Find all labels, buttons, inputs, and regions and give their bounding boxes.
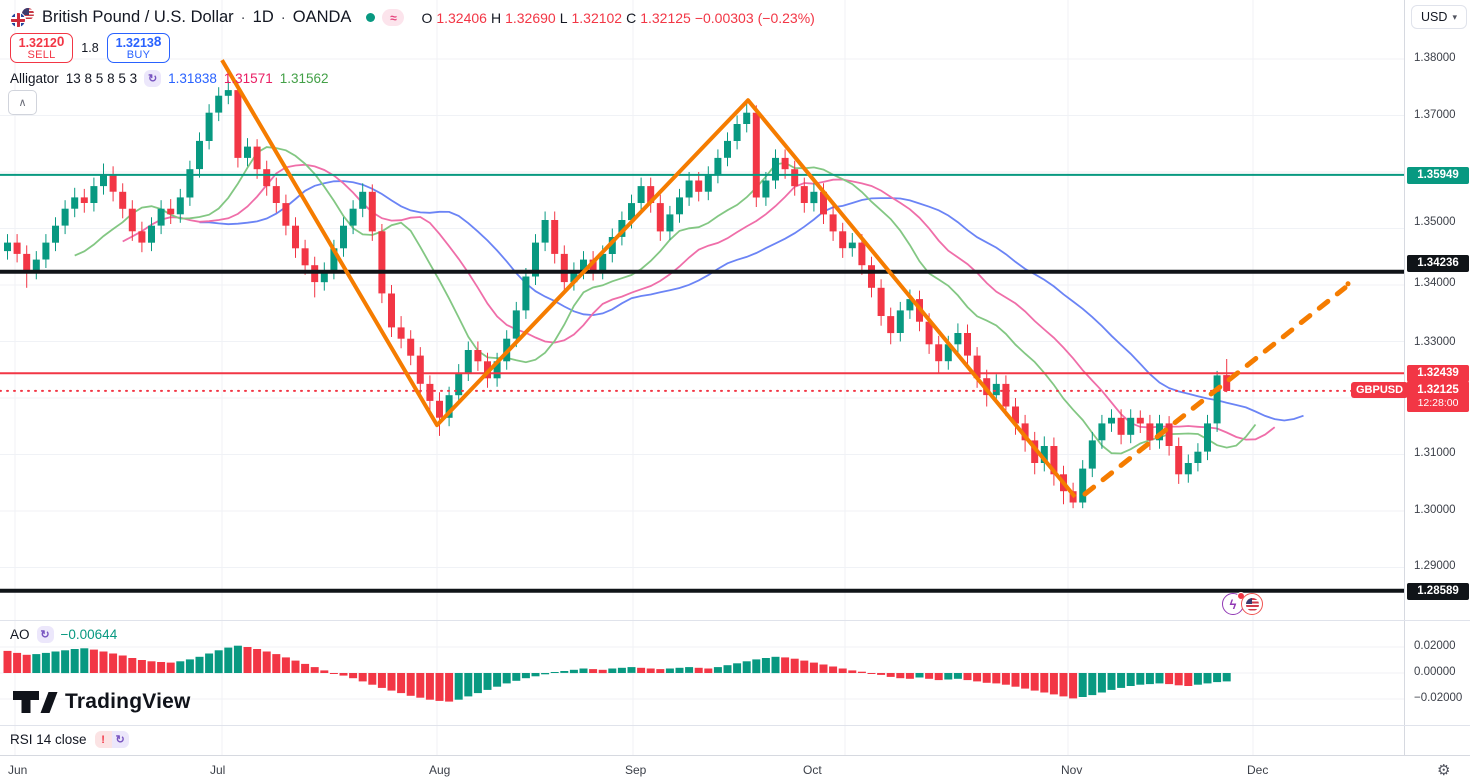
price-axis-label: 1.33000 <box>1414 336 1456 348</box>
sell-price-pip: 0 <box>56 33 65 49</box>
buy-label: BUY <box>126 48 151 61</box>
chevron-up-icon: ∧ <box>18 97 27 109</box>
indicator-loading-icon[interactable]: ↻ <box>111 731 129 748</box>
indicator-loading-icon[interactable]: ↻ <box>36 626 54 643</box>
zigzag-trendline <box>220 59 1077 499</box>
time-axis-label: Jun <box>8 763 28 777</box>
change-value: −0.00303 <box>694 9 754 26</box>
open-label: O <box>421 9 433 26</box>
sell-price: 1.3212 <box>18 35 57 50</box>
main-chart-canvas[interactable] <box>0 0 1404 755</box>
close-label: C <box>626 9 637 26</box>
tradingview-logo-text: TradingView <box>65 690 191 713</box>
us-flag-icon <box>1245 597 1259 611</box>
price-axis-label: 0.00000 <box>1414 666 1456 678</box>
alligator-lips-value: 1.31562 <box>279 71 329 86</box>
price-level-badge: 1.32439 <box>1407 364 1469 382</box>
lightning-glyph: ϟ <box>1229 596 1237 612</box>
timeframe-label[interactable]: 1D <box>252 8 274 26</box>
uk-flag-icon <box>10 12 26 28</box>
last-price-badge: 1.32125 12:28:00 <box>1407 381 1469 412</box>
ao-legend[interactable]: AO ↻ −0.00644 <box>10 626 117 643</box>
high-value: 1.32690 <box>505 9 556 26</box>
tradingview-mark-icon <box>13 691 58 713</box>
separator-dot: · <box>240 9 246 26</box>
indicator-loading-icon[interactable]: ↻ <box>144 70 162 87</box>
rsi-label: RSI 14 close <box>10 732 87 747</box>
buy-button[interactable]: 1.32138 BUY <box>107 33 170 63</box>
trade-panel: 1.32120 SELL 1.8 1.32138 BUY <box>10 33 170 63</box>
time-axis-label: Jul <box>210 763 226 777</box>
countdown-timer: 12:28:00 <box>1417 397 1459 410</box>
price-axis-label: 1.37000 <box>1414 109 1456 121</box>
time-axis-label: Sep <box>625 763 647 777</box>
rsi-legend[interactable]: RSI 14 close ! ↻ <box>10 731 129 748</box>
price-line-symbol-tag: GBPUSD <box>1351 382 1409 398</box>
ao-histogram <box>3 645 1231 702</box>
price-axis-label: 1.31000 <box>1414 447 1456 459</box>
low-label: L <box>559 9 568 26</box>
exchange-label[interactable]: OANDA <box>292 8 352 26</box>
alligator-legend[interactable]: Alligator 13 8 5 8 5 3 ↻ 1.31838 1.31571… <box>10 70 329 87</box>
tradingview-logo[interactable]: TradingView <box>12 688 191 716</box>
dashed-trendline <box>1082 285 1348 497</box>
alligator-params: 13 8 5 8 5 3 <box>65 71 138 86</box>
ao-value: −0.00644 <box>60 627 118 642</box>
us-economic-event-icon[interactable] <box>1241 593 1263 615</box>
alligator-teeth-value: 1.31571 <box>223 71 273 86</box>
symbol-title[interactable]: British Pound / U.S. Dollar <box>42 8 234 26</box>
timeline-event-markers[interactable]: ϟ <box>1222 592 1263 615</box>
time-axis-label: Aug <box>429 763 451 777</box>
close-value: 1.32125 <box>640 9 691 26</box>
currency-selector[interactable]: USD ▾ <box>1411 5 1467 29</box>
price-axis-label: 1.29000 <box>1414 560 1456 572</box>
spread-value: 1.8 <box>81 41 99 55</box>
time-axis-label: Nov <box>1061 763 1083 777</box>
price-axis-label: 1.34000 <box>1414 277 1456 289</box>
price-axis-label: −0.02000 <box>1414 692 1463 704</box>
time-axis-label: Oct <box>803 763 822 777</box>
price-axis-label: 1.38000 <box>1414 52 1456 64</box>
sell-label: SELL <box>27 48 56 61</box>
symbol-legend[interactable]: British Pound / U.S. Dollar · 1D · OANDA… <box>10 7 815 28</box>
pane-divider[interactable] <box>0 620 1470 621</box>
alligator-jaw-value: 1.31838 <box>168 71 217 86</box>
change-percent: (−0.23%) <box>757 9 815 26</box>
legend-collapse-button[interactable]: ∧ <box>8 90 37 115</box>
high-label: H <box>490 9 502 26</box>
sell-button[interactable]: 1.32120 SELL <box>10 33 73 63</box>
chevron-down-icon: ▾ <box>1452 11 1457 22</box>
candlesticks <box>4 80 1231 509</box>
delayed-data-icon[interactable]: ≈ <box>382 9 405 26</box>
buy-price-pip: 8 <box>153 33 162 49</box>
time-axis[interactable]: ⚙ Jun Jul Aug Sep Oct Nov Dec <box>0 755 1470 784</box>
buy-price: 1.3213 <box>115 35 154 50</box>
last-price-value: 1.32125 <box>1417 383 1459 396</box>
price-axis-label: 1.30000 <box>1414 504 1456 516</box>
gbpusd-pair-flags-icon <box>10 7 35 28</box>
price-level-badge: 1.28589 <box>1407 582 1469 600</box>
price-level-badge: 1.35949 <box>1407 166 1469 184</box>
ao-name: AO <box>10 627 30 642</box>
ohlc-readout: O 1.32406 H 1.32690 L 1.32102 C 1.32125 −0.0… <box>421 10 814 26</box>
price-axis-label: 0.02000 <box>1414 640 1456 652</box>
pane-divider[interactable] <box>0 725 1470 726</box>
alligator-name: Alligator <box>10 71 59 86</box>
separator-dot: · <box>280 9 286 26</box>
gear-icon[interactable]: ⚙ <box>1437 762 1451 779</box>
open-value: 1.32406 <box>436 9 487 26</box>
market-open-dot-icon[interactable] <box>366 13 376 22</box>
price-axis-label: 1.35000 <box>1414 216 1456 228</box>
price-level-badge: 1.34236 <box>1407 254 1469 272</box>
time-axis-label: Dec <box>1247 763 1269 777</box>
horizontal-levels <box>0 173 1404 593</box>
low-value: 1.32102 <box>571 9 623 26</box>
indicator-warning-icon[interactable]: ! <box>94 731 112 748</box>
currency-value: USD <box>1421 10 1448 24</box>
price-axis[interactable]: USD ▾ 1.32125 12:28:00 1.38000 1.37000 1.3… <box>1404 0 1470 755</box>
